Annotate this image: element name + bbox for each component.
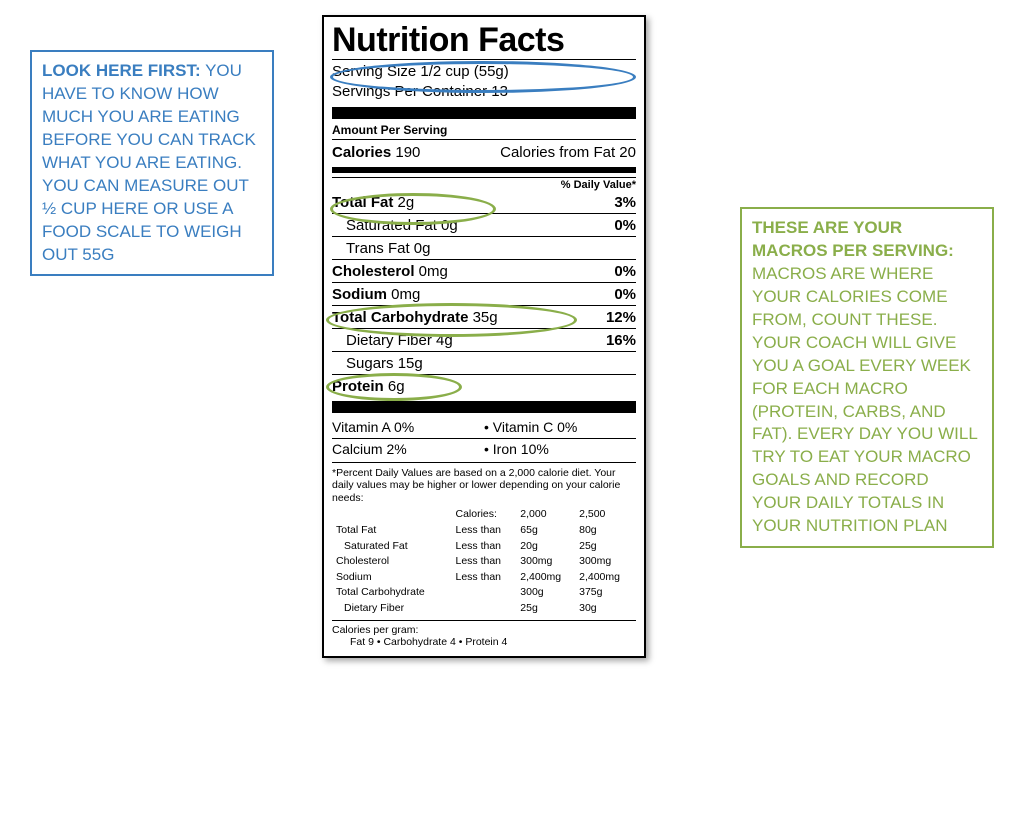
calories-label: Calories bbox=[332, 144, 391, 161]
nutrient-row: Sugars 15g bbox=[332, 351, 636, 374]
amount-per-serving: Amount Per Serving bbox=[332, 123, 636, 137]
calories-per-gram: Calories per gram: Fat 9 • Carbohydrate … bbox=[332, 624, 636, 648]
nutrient-row: Trans Fat 0g bbox=[332, 236, 636, 259]
annotation-ellipse bbox=[326, 373, 462, 401]
page: SAMPLE LOOK HERE FIRST: YOU HAVE TO KNOW… bbox=[0, 0, 1024, 818]
vitamin-row: Vitamin A 0%Vitamin C 0% bbox=[332, 417, 636, 438]
nutrient-row: Sodium 0mg0% bbox=[332, 282, 636, 305]
calories-value: 190 bbox=[395, 144, 420, 161]
callout-left-head: LOOK HERE FIRST: bbox=[42, 61, 201, 80]
annotation-ellipse bbox=[326, 303, 577, 337]
reference-values-table: Calories:2,0002,500Total FatLess than65g… bbox=[332, 506, 636, 617]
calories-row: Calories 190 Calories from Fat 20 bbox=[332, 142, 636, 163]
callout-look-here-first: LOOK HERE FIRST: YOU HAVE TO KNOW HOW MU… bbox=[30, 50, 274, 276]
vitamin-row: Calcium 2%Iron 10% bbox=[332, 438, 636, 460]
vitamin-rows: Vitamin A 0%Vitamin C 0%Calcium 2%Iron 1… bbox=[332, 417, 636, 460]
callout-macros: THESE ARE YOUR MACROS PER SERVING: MACRO… bbox=[740, 207, 994, 548]
callout-left-body: YOU HAVE TO KNOW HOW MUCH YOU ARE EATING… bbox=[42, 61, 256, 264]
calories-from-fat: Calories from Fat 20 bbox=[500, 142, 636, 163]
cpg-line1: Calories per gram: bbox=[332, 624, 636, 636]
callout-right-head: THESE ARE YOUR MACROS PER SERVING: bbox=[752, 218, 954, 260]
callout-right-body: MACROS ARE WHERE YOUR CALORIES COME FROM… bbox=[752, 264, 977, 535]
annotation-ellipse bbox=[330, 193, 496, 225]
annotation-ellipse bbox=[330, 61, 636, 93]
footnote: *Percent Daily Values are based on a 2,0… bbox=[332, 467, 636, 505]
cpg-line2: Fat 9 • Carbohydrate 4 • Protein 4 bbox=[332, 636, 636, 648]
dv-header: % Daily Value* bbox=[332, 177, 636, 191]
nutrient-row: Cholesterol 0mg0% bbox=[332, 259, 636, 282]
label-title: Nutrition Facts bbox=[332, 23, 636, 57]
